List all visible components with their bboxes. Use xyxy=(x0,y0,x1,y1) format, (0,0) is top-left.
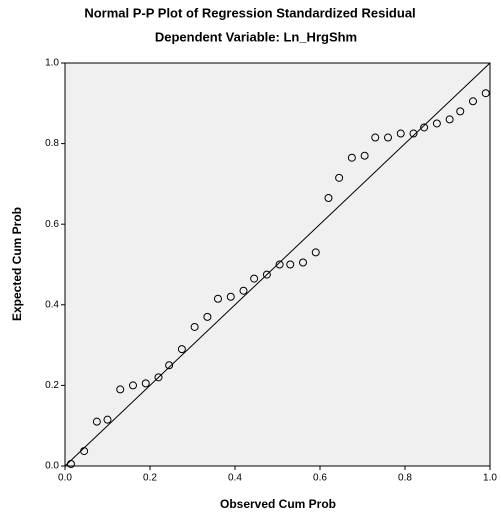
point xyxy=(275,260,284,269)
point xyxy=(262,270,271,279)
point xyxy=(324,194,333,203)
x-tick-label: 0.6 xyxy=(313,473,327,484)
y-tick-label: 0.8 xyxy=(45,138,59,149)
point xyxy=(92,417,101,426)
point xyxy=(432,119,441,128)
point xyxy=(165,361,174,370)
point xyxy=(129,381,137,390)
point xyxy=(203,312,212,321)
point xyxy=(116,385,125,394)
point xyxy=(347,153,356,162)
point xyxy=(335,173,344,182)
point xyxy=(371,133,380,142)
x-tick-label: 1.0 xyxy=(483,473,497,484)
point xyxy=(239,286,248,295)
x-axis-label: Observed Cum Prob xyxy=(220,497,336,511)
chart-title: Normal P-P Plot of Regression Standardiz… xyxy=(84,5,415,20)
point xyxy=(384,133,392,142)
y-tick-label: 0.2 xyxy=(45,380,59,391)
point xyxy=(481,89,490,98)
point xyxy=(299,258,307,267)
point xyxy=(103,415,112,424)
y-tick-label: 0.4 xyxy=(45,299,59,310)
point xyxy=(226,292,235,301)
x-tick-label: 0.4 xyxy=(228,473,242,484)
point xyxy=(456,107,465,116)
reference-line xyxy=(64,62,491,467)
y-tick-label: 0.6 xyxy=(45,219,59,230)
point xyxy=(286,260,295,269)
point xyxy=(420,123,429,132)
point xyxy=(445,115,454,124)
point xyxy=(80,447,89,456)
point xyxy=(396,129,405,138)
point xyxy=(250,274,259,283)
point xyxy=(409,129,418,138)
y-tick-label: 0.0 xyxy=(45,461,59,472)
point xyxy=(190,322,199,331)
point xyxy=(66,459,75,468)
y-axis-label: Expected Cum Prob xyxy=(10,207,24,321)
point xyxy=(311,248,320,257)
x-tick-label: 0.0 xyxy=(58,473,72,484)
x-tick-label: 0.2 xyxy=(143,473,157,484)
point xyxy=(214,294,222,303)
point xyxy=(141,379,150,388)
point xyxy=(154,373,163,382)
chart-subtitle: Dependent Variable: Ln_HrgShm xyxy=(155,29,357,44)
point xyxy=(469,97,477,106)
point xyxy=(360,151,369,160)
point xyxy=(177,345,186,354)
y-tick-label: 1.0 xyxy=(45,58,59,69)
x-tick-label: 0.8 xyxy=(398,473,412,484)
